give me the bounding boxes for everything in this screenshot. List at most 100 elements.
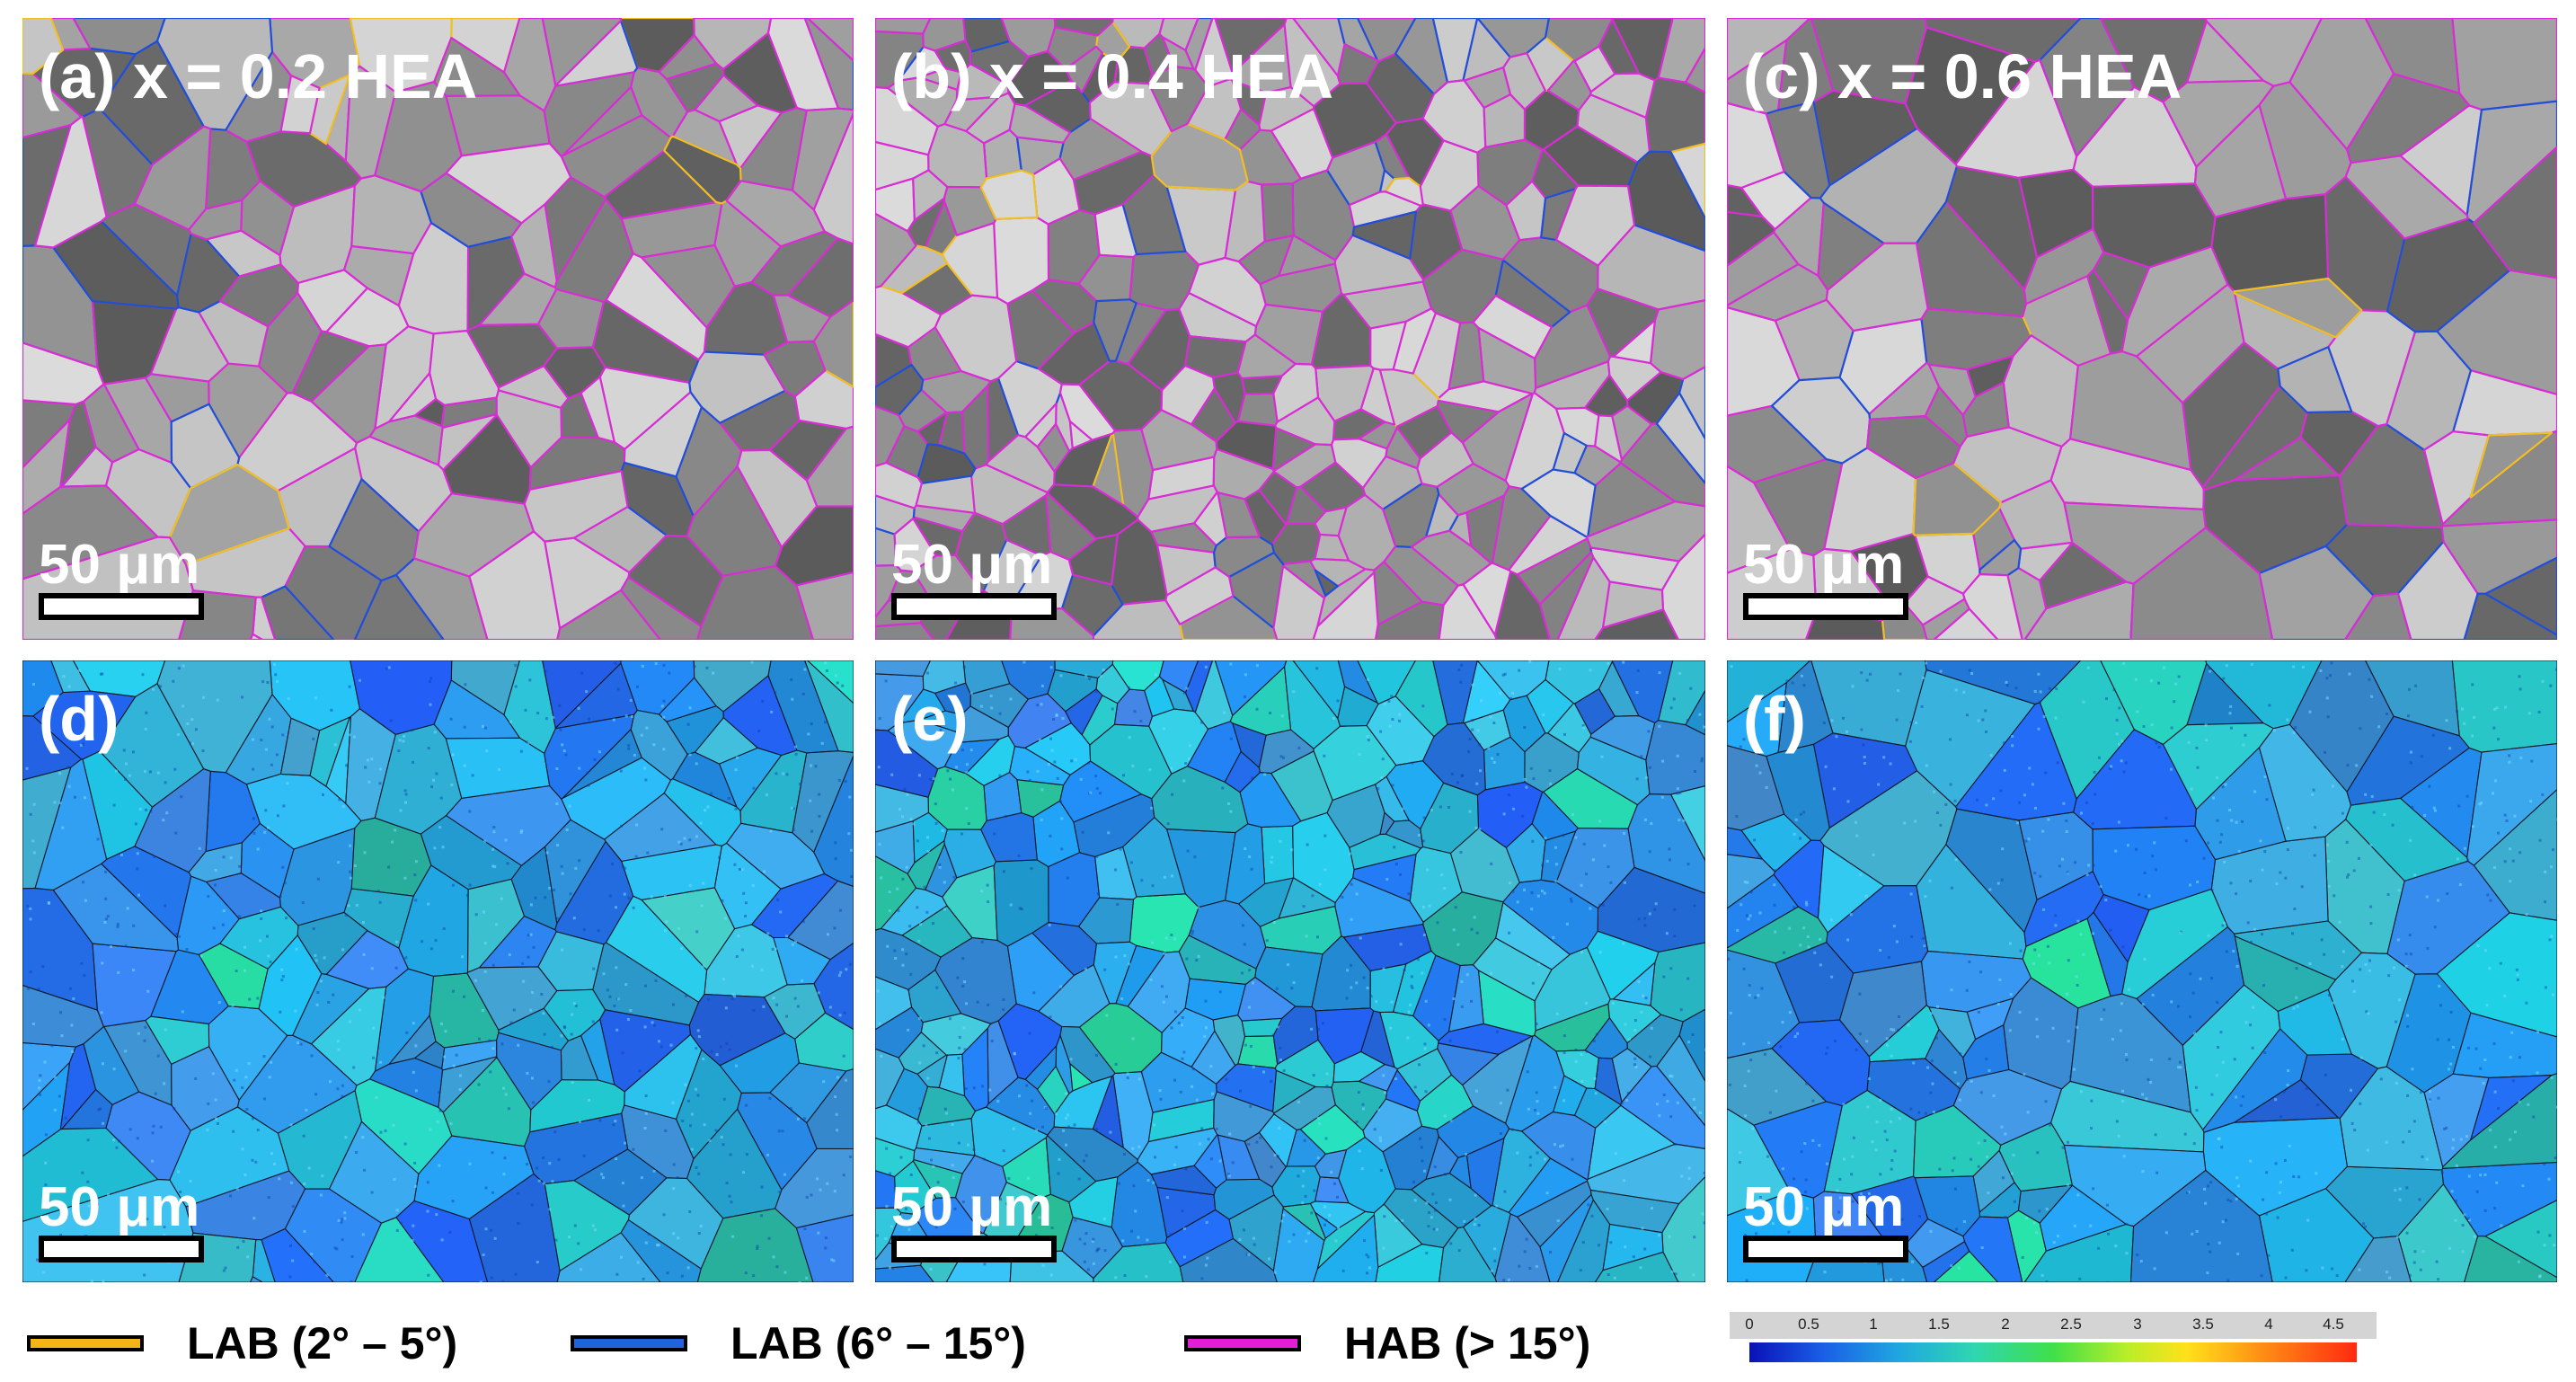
kam-speckle: [2092, 932, 2095, 935]
kam-speckle: [1636, 669, 1640, 672]
kam-speckle: [1304, 1194, 1307, 1198]
kam-speckle: [2368, 959, 2371, 962]
kam-speckle: [1002, 870, 1005, 873]
kam-speckle: [1031, 1099, 1034, 1103]
kam-speckle: [2329, 674, 2333, 678]
kam-speckle: [92, 1218, 95, 1222]
kam-speckle: [1923, 944, 1926, 948]
kam-speckle: [876, 989, 880, 993]
kam-speckle: [803, 1227, 807, 1230]
kam-speckle: [965, 763, 969, 766]
kam-speckle: [1793, 906, 1796, 909]
kam-speckle: [370, 1191, 374, 1194]
kam-speckle: [2413, 1250, 2417, 1254]
grain: [1933, 607, 1999, 640]
kam-speckle: [1914, 819, 1917, 823]
kam-speckle: [714, 1129, 718, 1132]
kam-speckle: [1987, 1068, 1991, 1072]
kam-speckle: [1138, 1145, 1141, 1148]
kam-speckle: [2210, 977, 2213, 980]
kam-speckle: [372, 1056, 376, 1059]
kam-speckle: [2122, 1155, 2126, 1158]
kam-speckle: [2548, 1234, 2552, 1237]
kam-speckle: [2525, 913, 2528, 917]
kam-speckle: [1747, 917, 1750, 921]
kam-speckle: [1819, 937, 1822, 941]
kam-speckle: [1635, 691, 1639, 695]
kam-speckle: [181, 704, 185, 708]
kam-speckle: [1874, 1148, 1878, 1152]
kam-speckle: [1580, 951, 1583, 954]
kam-speckle: [173, 1107, 176, 1111]
kam-speckle: [951, 1122, 954, 1126]
kam-speckle: [573, 1224, 577, 1227]
kam-speckle: [1169, 1233, 1173, 1236]
kam-speckle: [1363, 1239, 1366, 1243]
kam-speckle: [1944, 802, 1948, 806]
kam-speckle: [106, 915, 110, 918]
kam-speckle: [725, 1182, 729, 1184]
kam-speckle: [280, 968, 284, 971]
kam-speckle: [935, 986, 939, 989]
kam-speckle: [459, 1074, 462, 1077]
grain: [1351, 210, 1418, 260]
kam-speckle: [2505, 819, 2509, 822]
grain: [1254, 946, 1323, 1008]
kam-speckle: [509, 720, 513, 723]
kam-speckle: [632, 1147, 635, 1151]
kam-speckle: [1457, 669, 1461, 671]
kam-speckle: [1562, 1034, 1566, 1038]
kam-speckle: [1609, 881, 1613, 884]
kam-speckle: [791, 697, 794, 701]
kam-speckle: [1758, 1198, 1762, 1201]
kam-speckle: [826, 1182, 829, 1185]
kam-speckle: [2210, 888, 2214, 891]
kam-speckle: [2290, 1248, 2294, 1252]
kam-speckle: [2177, 675, 2181, 678]
kam-speckle: [1676, 754, 1679, 757]
kam-speckle: [1862, 743, 1865, 747]
kam-speckle: [174, 831, 178, 835]
kam-speckle: [1852, 1136, 1855, 1139]
kam-speckle: [485, 749, 489, 753]
kam-speckle: [302, 1134, 305, 1138]
kam-speckle: [1401, 1218, 1404, 1222]
kam-speckle: [1863, 756, 1866, 758]
grain: [2277, 346, 2353, 414]
kam-speckle: [751, 884, 755, 888]
kam-speckle: [640, 1176, 643, 1180]
kam-speckle: [722, 1097, 726, 1101]
kam-speckle: [267, 826, 270, 829]
kam-speckle: [502, 1086, 506, 1090]
grain: [1278, 877, 1336, 919]
kam-speckle: [888, 890, 891, 894]
kam-speckle: [50, 1044, 54, 1048]
kam-speckle: [500, 1042, 504, 1046]
kam-speckle: [2388, 1276, 2392, 1280]
grain: [22, 984, 104, 1048]
kam-speckle: [1924, 1112, 1927, 1115]
kam-speckle: [531, 1076, 534, 1080]
kam-speckle: [2048, 961, 2051, 965]
kam-speckle: [1594, 1092, 1598, 1095]
kam-speckle: [2406, 1014, 2409, 1017]
kam-speckle: [903, 787, 907, 791]
kam-speckle: [1838, 1196, 1842, 1200]
kam-speckle: [1316, 935, 1319, 939]
kam-speckle: [1549, 1250, 1552, 1254]
kam-speckle: [2134, 847, 2138, 851]
grain: [1064, 45, 1103, 93]
kam-speckle: [442, 927, 446, 930]
kam-speckle: [1673, 935, 1677, 938]
kam-speckle: [145, 711, 148, 714]
panel-c-boundary-map: (c) x = 0.6 HEA 50 μm: [1727, 18, 2557, 640]
kam-speckle: [1746, 881, 1749, 884]
kam-speckle: [844, 1078, 847, 1082]
kam-speckle: [1996, 881, 2000, 885]
kam-speckle: [1892, 1028, 1895, 1032]
kam-speckle: [2028, 766, 2032, 770]
kam-speckle: [2203, 1187, 2206, 1191]
kam-speckle: [136, 1137, 139, 1140]
kam-speckle: [598, 750, 601, 754]
kam-speckle: [572, 1002, 576, 1005]
